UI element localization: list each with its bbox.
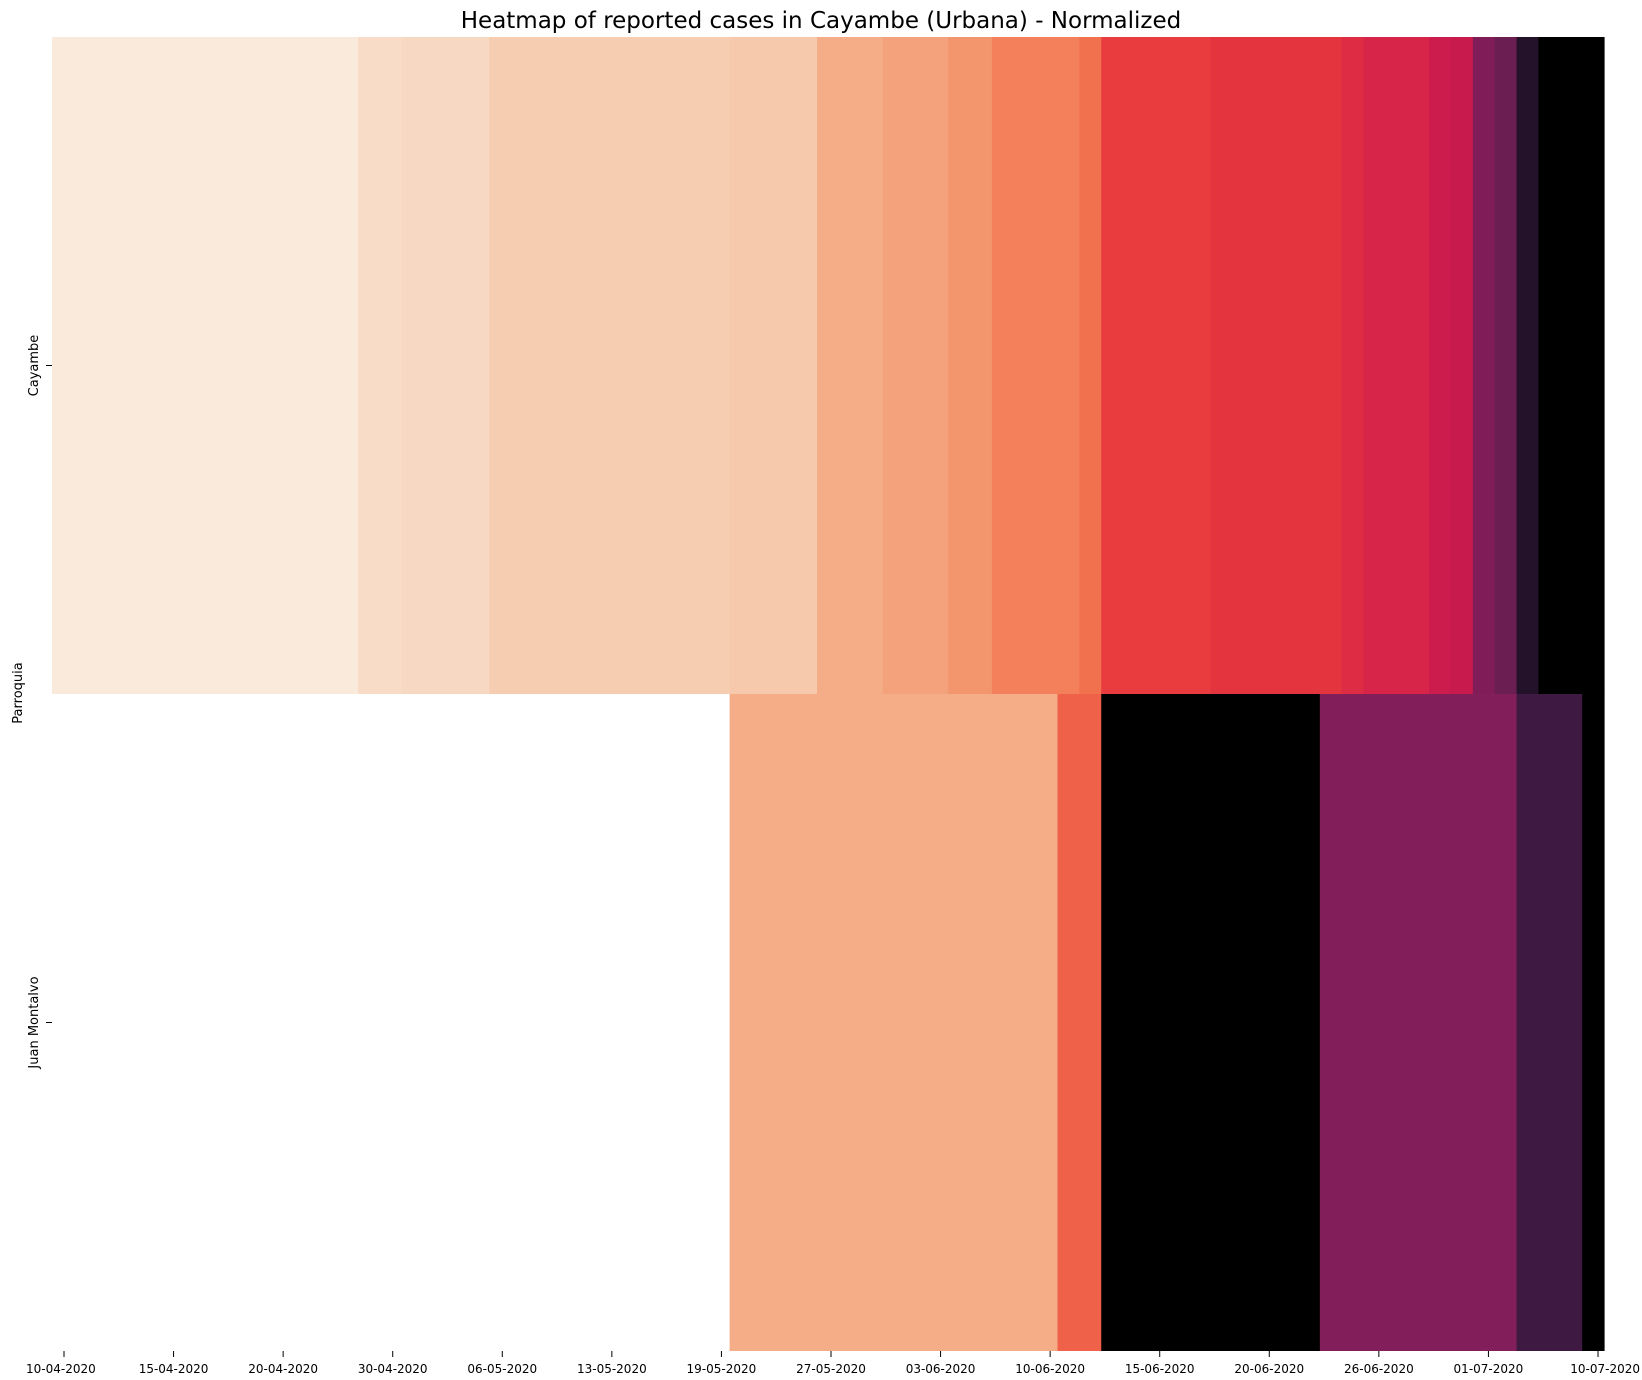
- heatmap-cell: [1079, 37, 1102, 695]
- heatmap-cell: [1101, 37, 1212, 695]
- heatmap-cell: [948, 37, 993, 695]
- heatmap-cell: [729, 37, 818, 695]
- x-tick-label: 06-05-2020: [467, 1362, 537, 1376]
- heatmap-cell: [1057, 694, 1102, 1351]
- heatmap-cell: [52, 694, 731, 1351]
- x-tick-label: 20-06-2020: [1234, 1362, 1304, 1376]
- heatmap-cell: [1538, 37, 1605, 695]
- x-tick-label: 20-04-2020: [248, 1362, 318, 1376]
- heatmap-cell: [1341, 37, 1365, 695]
- heatmap-cell: [729, 694, 1059, 1351]
- x-tick-label: 01-07-2020: [1454, 1362, 1524, 1376]
- row-labels: Cayambe Juan Montalvo: [27, 335, 52, 1070]
- heatmap-cells: [52, 37, 1605, 1351]
- heatmap-cell: [1450, 37, 1474, 695]
- heatmap-cell: [401, 37, 490, 695]
- x-tick-label: 26-06-2020: [1344, 1362, 1414, 1376]
- x-tick-label: 03-06-2020: [906, 1362, 976, 1376]
- x-tick-label: 27-05-2020: [796, 1362, 866, 1376]
- row-label: Cayambe: [27, 335, 42, 397]
- heatmap-cell: [1472, 37, 1496, 695]
- row-label: Juan Montalvo: [27, 976, 42, 1069]
- x-tick-label: 10-06-2020: [1015, 1362, 1085, 1376]
- heatmap-cell: [1363, 37, 1430, 695]
- heatmap-cell: [1210, 37, 1343, 695]
- x-tick-label: 13-05-2020: [577, 1362, 647, 1376]
- x-tick-label: 30-04-2020: [358, 1362, 428, 1376]
- heatmap-cell: [489, 37, 731, 695]
- heatmap-cell: [991, 37, 1080, 695]
- heatmap-cell: [358, 37, 403, 695]
- heatmap-cell: [1101, 694, 1321, 1351]
- heatmap-cell: [1516, 37, 1540, 695]
- heatmap-cell: [1516, 694, 1583, 1351]
- chart-title: Heatmap of reported cases in Cayambe (Ur…: [461, 8, 1181, 34]
- heatmap-cell: [1582, 694, 1605, 1351]
- heatmap-cell: [1494, 37, 1518, 695]
- x-tick-label: 10-04-2020: [26, 1362, 96, 1376]
- heatmap-cell: [1319, 694, 1518, 1351]
- x-tick-labels: 10-04-2020 15-04-2020 20-04-2020 30-04-2020…: [26, 1351, 1640, 1376]
- x-tick-label: 15-04-2020: [139, 1362, 209, 1376]
- y-axis-label: Parroquia: [11, 662, 26, 723]
- x-tick-label: 19-05-2020: [687, 1362, 757, 1376]
- heatmap-cell: [817, 37, 884, 695]
- x-tick-label: 10-07-2020: [1570, 1362, 1640, 1376]
- heatmap-cell: [1429, 37, 1452, 695]
- heatmap-cell: [52, 37, 359, 695]
- heatmap-cell: [882, 37, 949, 695]
- x-tick-label: 15-06-2020: [1125, 1362, 1195, 1376]
